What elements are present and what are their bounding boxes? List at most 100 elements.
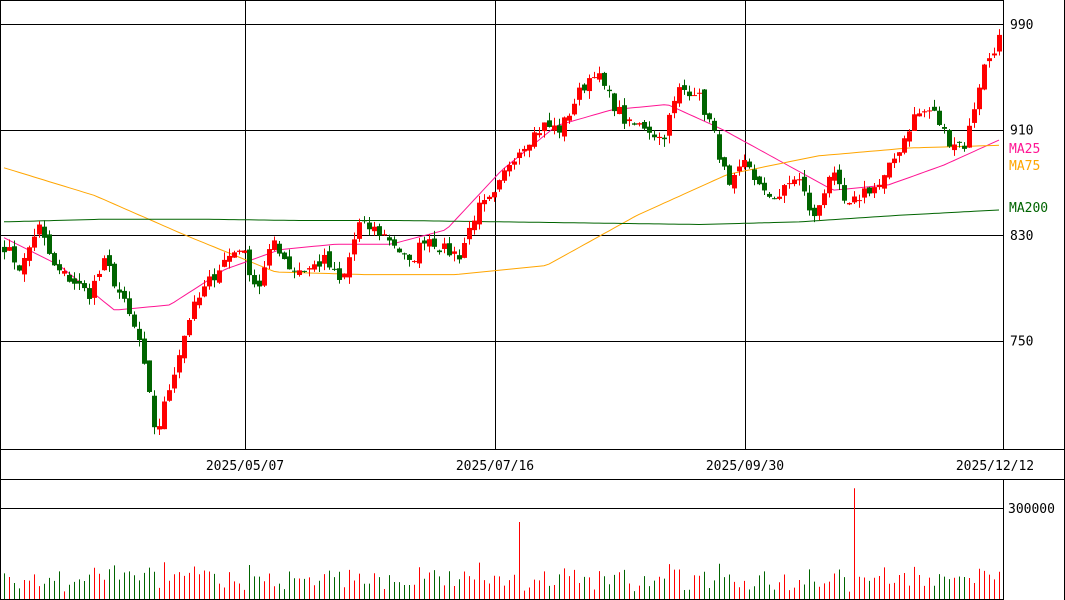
candle-body xyxy=(867,187,872,194)
candle-body xyxy=(2,246,7,253)
candle-body xyxy=(227,255,232,262)
candle-body xyxy=(557,125,562,133)
candle-body xyxy=(517,152,522,159)
candle-body xyxy=(277,243,282,254)
candle-body xyxy=(552,125,557,131)
candle-body xyxy=(102,258,107,271)
candle-body xyxy=(137,328,142,341)
candle-body xyxy=(622,105,627,124)
candle-body xyxy=(762,182,767,191)
candle-body xyxy=(467,227,472,240)
date-tick-label: 2025/12/12 xyxy=(956,459,1034,474)
candle-body xyxy=(807,192,812,211)
candle-body xyxy=(247,249,252,276)
candle-body xyxy=(357,222,362,239)
candle-body xyxy=(217,270,222,283)
candle-body xyxy=(757,176,762,185)
candle-body xyxy=(37,224,42,235)
candle-body xyxy=(657,136,662,139)
candle-body xyxy=(327,251,332,268)
candle-body xyxy=(772,198,777,200)
candle-body xyxy=(892,158,897,164)
candle-body xyxy=(47,234,52,254)
candle-body xyxy=(837,169,842,185)
candle-body xyxy=(672,100,677,114)
candle-body xyxy=(457,255,462,260)
candle-body xyxy=(87,288,92,299)
candle-body xyxy=(322,254,327,264)
candle-body xyxy=(962,145,967,149)
candle-body xyxy=(802,176,807,192)
candle-body xyxy=(742,160,747,168)
candle-body xyxy=(42,226,47,238)
candle-body xyxy=(377,226,382,236)
candle-body xyxy=(687,91,692,97)
candle-body xyxy=(482,200,487,205)
candle-body xyxy=(642,121,647,129)
candle-body xyxy=(232,252,237,258)
price-tick-label: 910 xyxy=(1010,124,1033,139)
candle-body xyxy=(682,85,687,90)
candle-body xyxy=(62,271,67,274)
candle-body xyxy=(982,64,987,90)
candle-body xyxy=(542,122,547,132)
candle-body xyxy=(182,335,187,359)
candle-body xyxy=(177,355,182,373)
candle-body xyxy=(382,234,387,236)
candle-body xyxy=(162,401,167,430)
candle-body xyxy=(512,161,517,165)
candle-body xyxy=(852,196,857,203)
candle-body xyxy=(912,114,917,131)
candle-body xyxy=(67,274,72,282)
candle-body xyxy=(422,240,427,244)
candle-body xyxy=(947,129,952,147)
candle-body xyxy=(502,170,507,181)
candle-body xyxy=(492,192,497,198)
candle-body xyxy=(127,298,132,315)
candle-body xyxy=(212,274,217,281)
candle-body xyxy=(922,111,927,113)
candle-body xyxy=(362,220,367,222)
candle-body xyxy=(627,119,632,122)
candle-body xyxy=(317,261,322,267)
candle-body xyxy=(527,144,532,151)
candle-body xyxy=(562,117,567,137)
candle-body xyxy=(652,134,657,138)
candle-body xyxy=(987,58,992,62)
candle-body xyxy=(887,162,892,178)
candle-body xyxy=(792,179,797,185)
candle-body xyxy=(17,265,22,271)
candle-body xyxy=(297,270,302,275)
candle-body xyxy=(702,89,707,115)
candle-body xyxy=(817,205,822,216)
volume-bars xyxy=(4,488,1000,599)
candle-body xyxy=(917,113,922,117)
candle-body xyxy=(997,34,1002,52)
candle-body xyxy=(337,268,342,280)
candle-body xyxy=(647,126,652,133)
volume-panel-frame xyxy=(0,479,1004,600)
candle-body xyxy=(117,289,122,293)
candle-body xyxy=(597,73,602,80)
candle-body xyxy=(822,193,827,206)
candle-body xyxy=(662,137,667,140)
candle-body xyxy=(577,87,582,100)
candle-body xyxy=(452,251,457,254)
candle-body xyxy=(312,264,317,270)
candles xyxy=(2,29,1002,436)
candle-body xyxy=(697,92,702,94)
candle-body xyxy=(872,187,877,194)
candle-body xyxy=(27,247,32,261)
candle-body xyxy=(587,78,592,92)
candle-body xyxy=(252,275,257,285)
candle-body xyxy=(607,89,612,92)
candle-body xyxy=(262,267,267,286)
candle-body xyxy=(832,172,837,181)
candle-body xyxy=(82,283,87,289)
candle-body xyxy=(722,157,727,167)
candle-body xyxy=(507,165,512,172)
candle-body xyxy=(932,106,937,111)
candle-body xyxy=(287,256,292,270)
candle-body xyxy=(72,278,77,284)
candle-body xyxy=(307,268,312,270)
